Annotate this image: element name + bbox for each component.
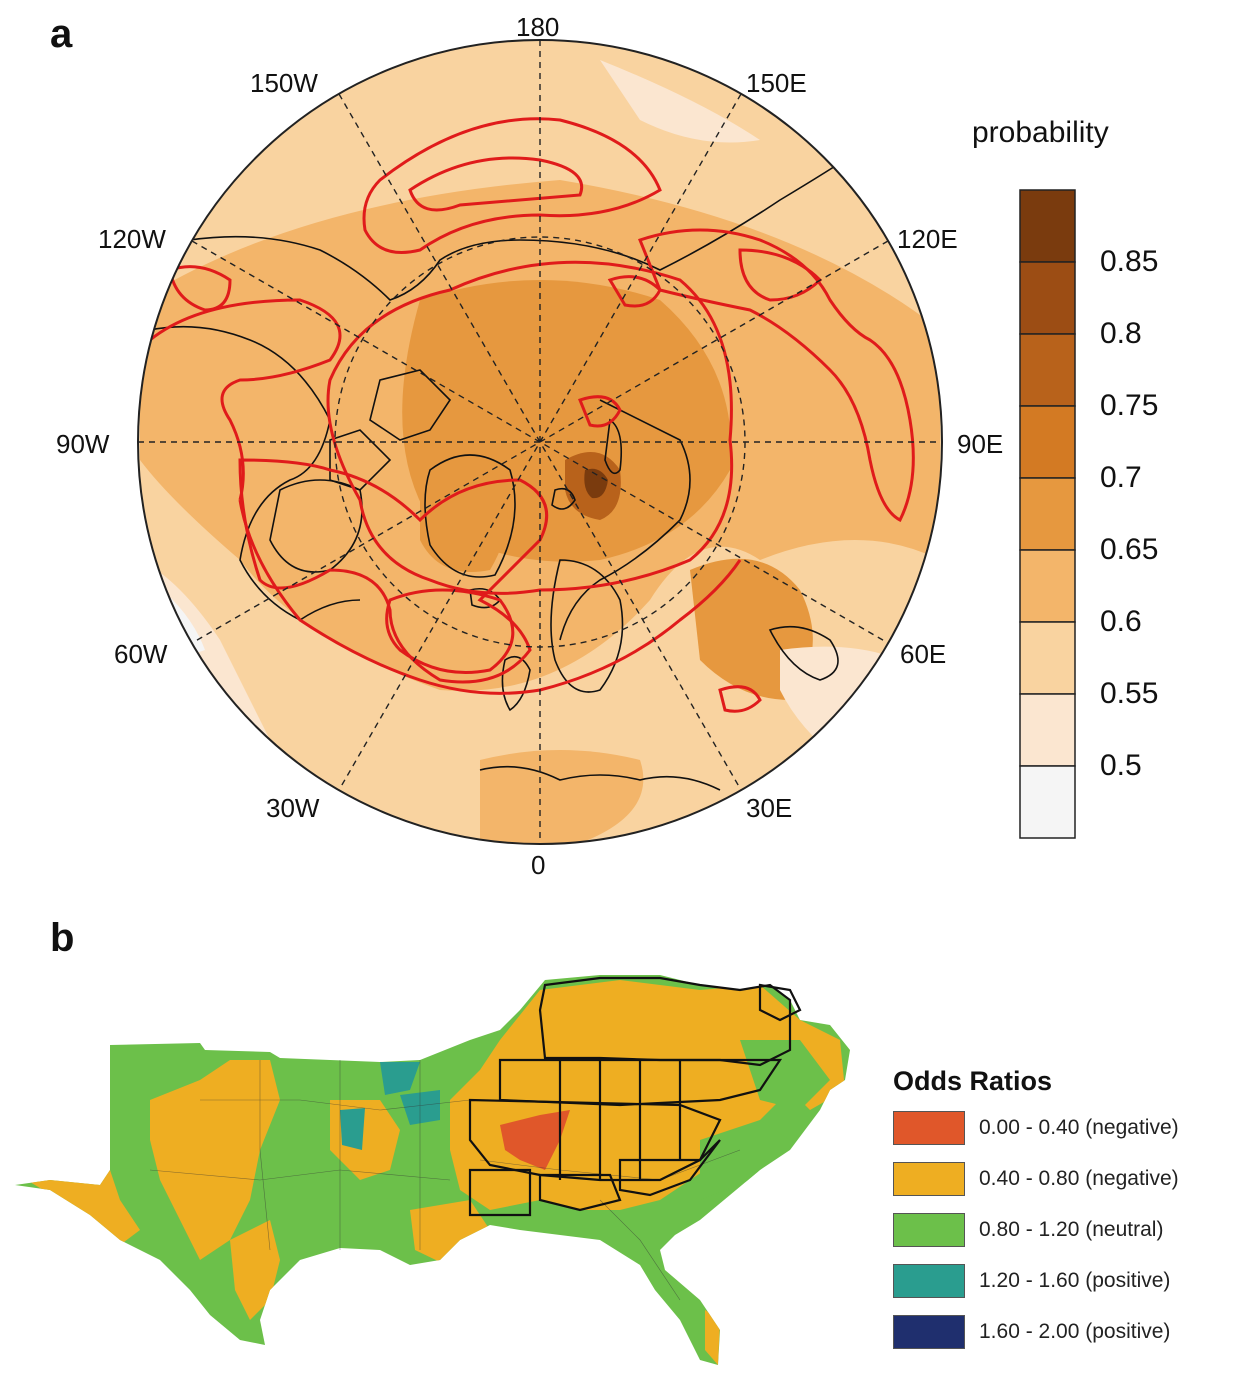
us-southeast-map	[15, 975, 850, 1365]
coastline-canada-arctic	[329, 369, 452, 491]
coastline-europe	[479, 765, 721, 791]
lon-label-120w: 120W	[98, 224, 166, 254]
polar-map	[138, 40, 942, 844]
odds-legend-label: 1.20 - 1.60 (positive)	[979, 1269, 1171, 1292]
coastlines	[149, 149, 861, 791]
lon-label-30w: 30W	[266, 793, 320, 823]
lon-label-60w: 60W	[114, 639, 168, 669]
coastline-caspian	[768, 625, 839, 681]
region-positive-3	[340, 1108, 365, 1150]
colorbar-tick-label: 0.7	[1100, 461, 1142, 494]
coastline-hudson-bay	[269, 479, 363, 573]
study-region-boundaries	[468, 976, 802, 1217]
colorbar-tick-label: 0.8	[1100, 317, 1142, 350]
coastline-alaska	[189, 235, 521, 301]
lon-label-0: 0	[531, 850, 546, 880]
lon-label-120e: 120E	[897, 224, 958, 254]
coastline-novaya-zemlya	[604, 418, 623, 475]
colorbar-tick-label: 0.65	[1100, 533, 1159, 566]
contour-arctic-ring	[326, 260, 734, 595]
region-positive-1	[380, 1062, 420, 1095]
colorbar-segment	[1019, 189, 1076, 263]
lon-label-90e: 90E	[957, 429, 1004, 459]
colorbar-segment	[1019, 693, 1076, 767]
odds-legend-swatch	[893, 1315, 965, 1349]
colorbar	[1019, 189, 1076, 839]
colorbar-tick-label: 0.55	[1100, 677, 1159, 710]
contour-greenland-loop	[578, 395, 622, 428]
region-neutral-carolinas	[700, 1120, 790, 1200]
region-negative-texas-south	[230, 1220, 280, 1320]
odds-legend-item: 0.00 - 0.40 (negative)	[893, 1110, 1179, 1146]
contour-asia-inner	[738, 248, 823, 302]
odds-legend-label: 0.00 - 0.40 (negative)	[979, 1116, 1179, 1139]
coastline-eurasia-arctic	[559, 399, 691, 641]
contour-asia-band	[638, 228, 915, 523]
lon-label-150w: 150W	[250, 68, 318, 98]
contour-west-band	[149, 298, 342, 501]
contour-pacific-inner	[408, 156, 583, 212]
colorbar-segment	[1019, 261, 1076, 335]
contour-pacific-outer	[362, 117, 662, 254]
odds-legend-item: 0.40 - 0.80 (negative)	[893, 1161, 1179, 1197]
contour-southern-band	[238, 499, 742, 695]
lon-label-150e: 150E	[746, 68, 807, 98]
colorbar-tick-label: 0.75	[1100, 389, 1159, 422]
colorbar-segment	[1019, 477, 1076, 551]
coastline-svalbard	[551, 487, 576, 510]
odds-legend-swatch	[893, 1213, 965, 1247]
odds-legend-label: 0.80 - 1.20 (neutral)	[979, 1218, 1164, 1241]
colorbar-segment	[1019, 405, 1076, 479]
shade-zone-strong-greenland	[420, 455, 508, 572]
lon-label-60e: 60E	[900, 639, 947, 669]
odds-legend-swatch	[893, 1162, 965, 1196]
colorbar-segment	[1019, 333, 1076, 407]
meridian-120e-60w	[191, 240, 889, 644]
odds-legend-label: 0.40 - 0.80 (negative)	[979, 1167, 1179, 1190]
coastline-greenland	[424, 454, 516, 578]
contour-alaska-small	[168, 265, 232, 312]
colorbar-segment	[1019, 549, 1076, 623]
region-negative-texas-central	[150, 1060, 280, 1260]
contour-atlantic-inner	[385, 588, 515, 674]
coastline-siberia	[519, 149, 861, 271]
region-neutral-va	[740, 1040, 830, 1110]
odds-legend-label: 1.60 - 2.00 (positive)	[979, 1320, 1171, 1343]
graticule	[138, 40, 942, 844]
contour-small-east	[607, 275, 662, 308]
odds-legend-swatch	[893, 1264, 965, 1298]
shade-zone-max-core	[584, 468, 608, 499]
colorbar-tick-label: 0.6	[1100, 605, 1142, 638]
lon-label-90w: 90W	[56, 429, 110, 459]
region-strong-negative	[500, 1110, 570, 1170]
colorbar-segment	[1019, 621, 1076, 695]
odds-legend-item: 1.60 - 2.00 (positive)	[893, 1314, 1170, 1350]
colorbar-title: probability	[972, 116, 1109, 149]
colorbar-segment	[1019, 765, 1076, 839]
lon-label-180: 180	[516, 12, 560, 42]
odds-legend-title: Odds Ratios	[893, 1066, 1053, 1096]
odds-legend-item: 1.20 - 1.60 (positive)	[893, 1263, 1170, 1299]
shade-zone-light-north	[600, 60, 760, 143]
lon-label-30e: 30E	[746, 793, 793, 823]
panel-a-letter: a	[50, 12, 73, 56]
latitude-circle-60n	[334, 236, 746, 648]
panel-b-letter: b	[50, 916, 75, 960]
contour-atlantic	[238, 458, 549, 684]
significance-contours	[149, 117, 915, 713]
polar-map-border	[137, 39, 943, 845]
colorbar-tick-label: 0.85	[1100, 245, 1159, 278]
odds-legend-swatch	[893, 1111, 965, 1145]
odds-legend-item: 0.80 - 1.20 (neutral)	[893, 1212, 1163, 1248]
contour-small-asia	[718, 685, 762, 713]
coastline-uk	[501, 655, 531, 712]
colorbar-tick-label: 0.5	[1100, 749, 1142, 782]
